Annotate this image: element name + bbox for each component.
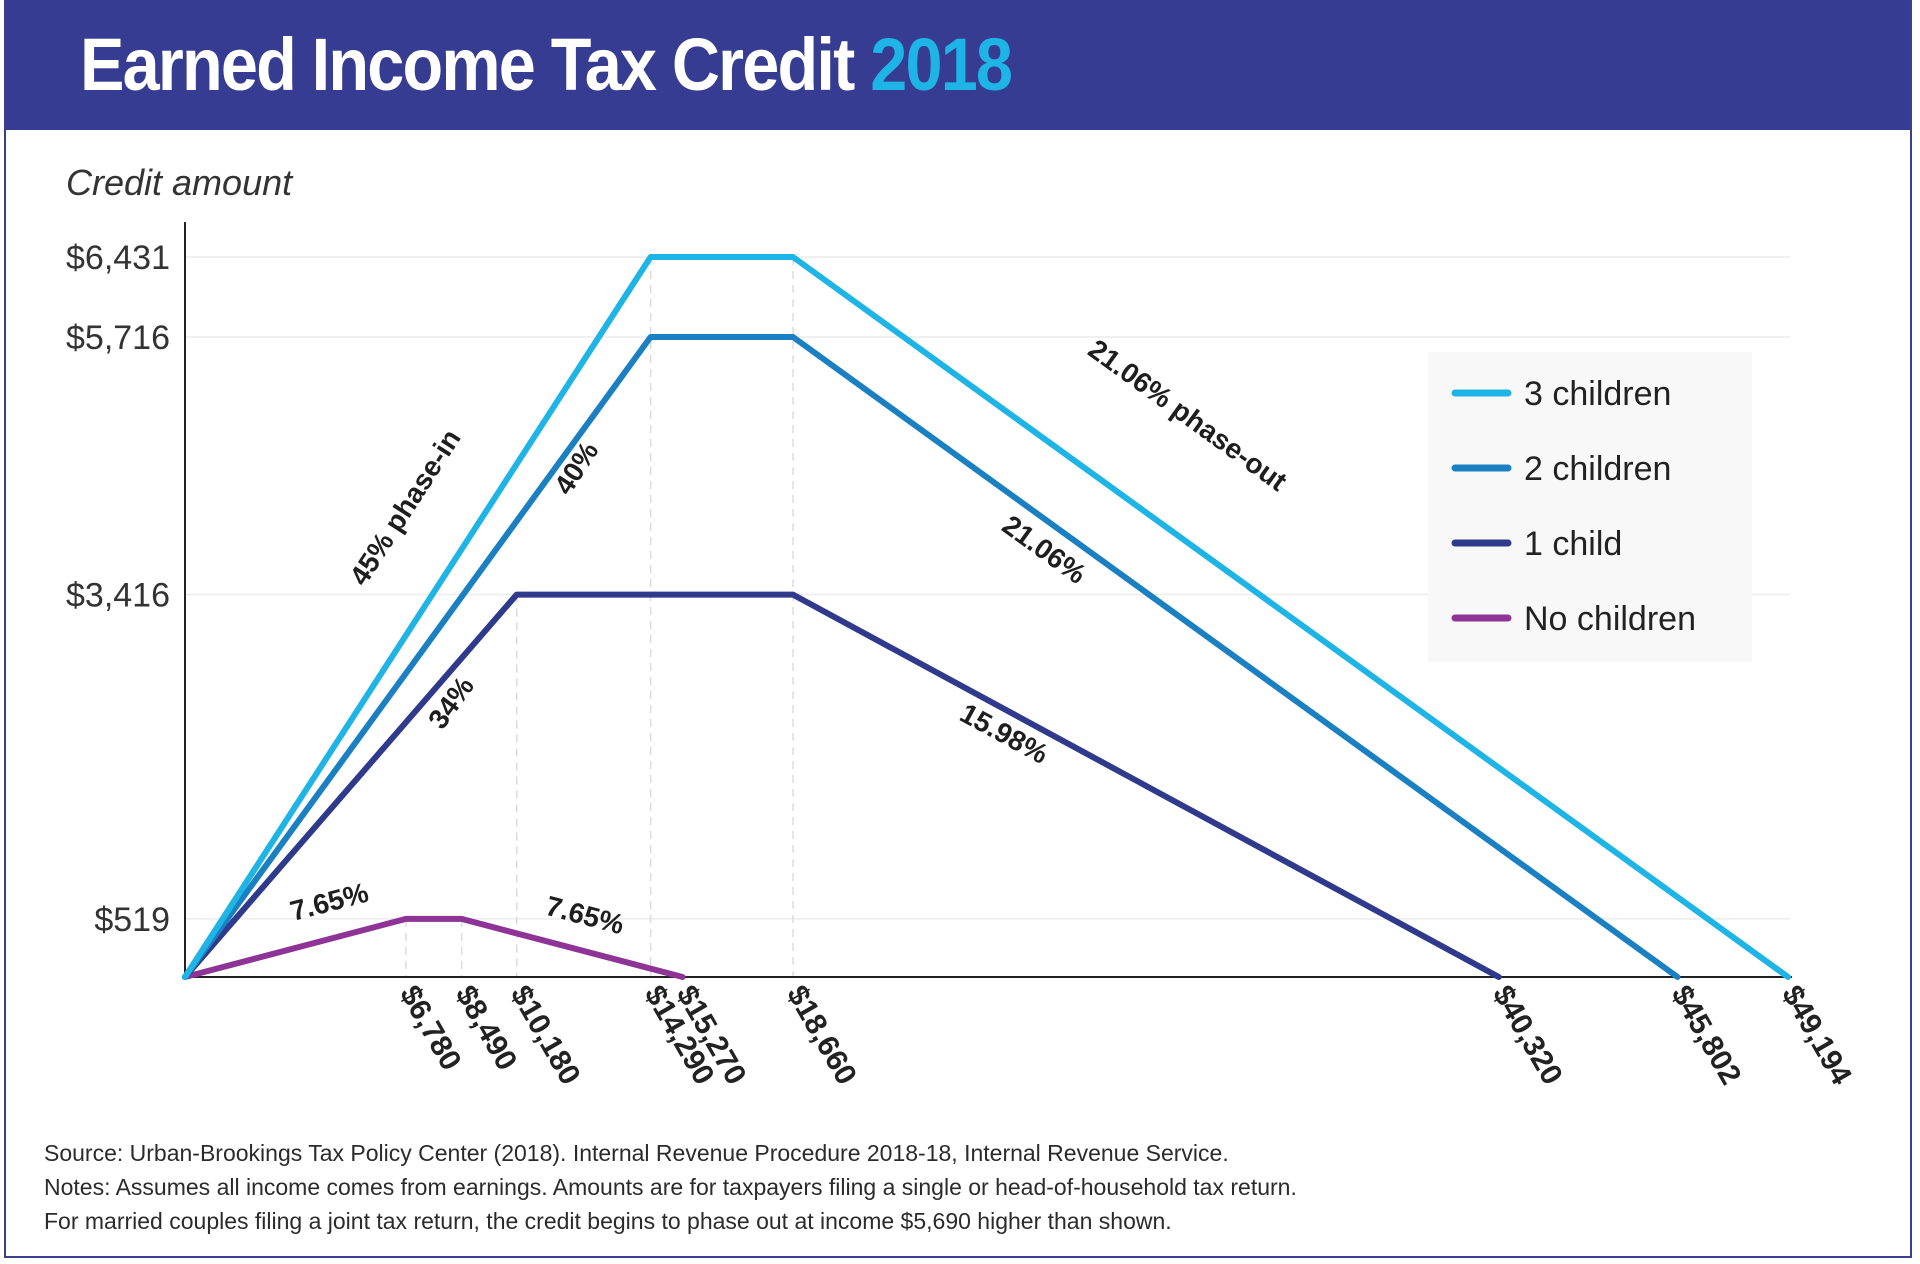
slope-annotation: 7.65% — [543, 890, 628, 940]
x-tick: $18,660 — [780, 980, 863, 1090]
legend: 3 children 2 children 1 child No children — [1428, 352, 1752, 662]
title-banner — [4, 0, 1912, 130]
legend-label: 1 child — [1524, 525, 1622, 563]
legend-label: 2 children — [1524, 450, 1671, 488]
series-line-3-children — [182, 254, 1791, 980]
x-tick-label: $49,194 — [1775, 980, 1858, 1091]
x-tick: $45,802 — [1665, 980, 1748, 1090]
x-tick-label: $18,660 — [780, 980, 863, 1090]
slope-annotation: 34% — [422, 671, 480, 735]
legend-label: 3 children — [1524, 375, 1671, 413]
x-tick: $40,320 — [1486, 980, 1569, 1090]
y-tick-label: $519 — [94, 901, 170, 939]
x-tick: $49,194 — [1775, 980, 1858, 1091]
notes-line-1: Notes: Assumes all income comes from ear… — [44, 1174, 1297, 1200]
series-line-2-children — [182, 334, 1681, 980]
series-line-1-child — [182, 591, 1502, 980]
legend-box — [1428, 352, 1752, 662]
y-tick-label: $6,431 — [66, 239, 170, 277]
chart-plot: Credit amount$6,431$5,716$3,416$519$6,78… — [66, 162, 1858, 1091]
title-year: 2018 — [870, 23, 1013, 106]
y-axis-label: Credit amount — [66, 162, 294, 203]
series-line-no-children — [182, 915, 686, 980]
legend-label: No children — [1524, 600, 1696, 638]
chart-frame — [4, 0, 1912, 1258]
x-tick-label: $10,180 — [504, 980, 587, 1090]
notes-line-2: For married couples filing a joint tax r… — [44, 1208, 1172, 1234]
y-tick-label: $5,716 — [66, 319, 170, 357]
y-tick-label: $3,416 — [66, 577, 170, 615]
source-note: Source: Urban-Brookings Tax Policy Cente… — [44, 1140, 1229, 1166]
slope-annotation: 21.06% phase-out — [1083, 333, 1293, 497]
x-tick-label: $40,320 — [1486, 980, 1569, 1090]
x-tick: $10,180 — [504, 980, 587, 1090]
title-text: Earned Income Tax Credit — [80, 23, 855, 106]
chart-footer: Source: Urban-Brookings Tax Policy Cente… — [44, 1136, 1884, 1238]
slope-annotation-text: 7.65% — [543, 890, 628, 940]
slope-annotation-text: 34% — [422, 671, 480, 735]
page-title: Earned Income Tax Credit 2018 — [80, 22, 1013, 107]
slope-annotation-text: 21.06% phase-out — [1083, 333, 1293, 497]
x-tick-label: $45,802 — [1665, 980, 1748, 1090]
